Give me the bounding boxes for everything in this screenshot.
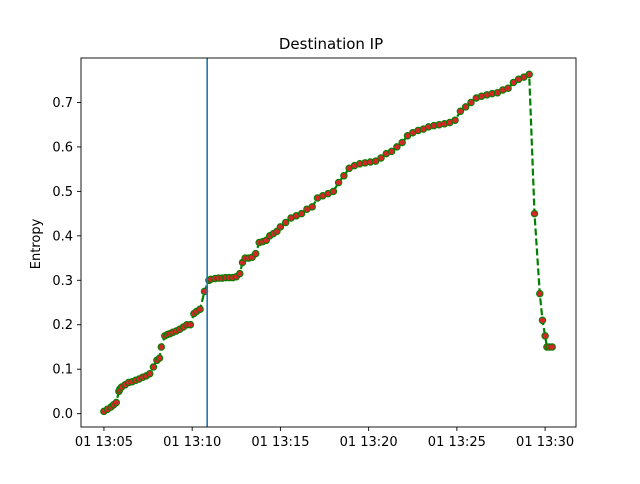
x-tick-label-1: 01 13:10 [163,435,221,450]
data-point-60 [308,203,316,211]
data-point-89 [461,103,470,111]
data-point-58 [297,209,306,218]
data-point-88 [456,107,465,116]
x-tick-label-3: 01 13:20 [340,435,398,450]
y-tick-label-3: 0.3 [52,274,73,289]
data-point-73 [377,154,385,162]
data-point-64 [329,187,338,196]
y-tick-label-6: 0.6 [52,140,73,155]
data-point-18 [155,354,164,362]
x-tick-label-4: 01 13:25 [428,435,486,450]
data-point-75 [387,147,396,156]
data-point-42 [236,269,244,278]
data-point-19 [157,343,166,351]
data-point-65 [334,178,343,187]
data-point-104 [538,316,547,325]
data-point-87 [451,116,459,124]
y-tick-label-4: 0.4 [52,229,73,244]
axes-frame [80,57,577,428]
data-point-4 [112,398,121,407]
data-point-105 [541,332,549,340]
plot-area: 0.0 0.1 0.2 0.3 0.4 0.5 0.6 0.7 01 13:05 01 13:10… [52,57,577,450]
chart-title: Destination IP [279,35,383,53]
data-point-102 [530,209,539,218]
data-point-97 [504,84,512,92]
data-point-28 [186,320,195,329]
data-point-47 [251,249,260,258]
data-point-15 [146,369,154,378]
data-point-108 [548,343,556,351]
data-point-98 [509,78,518,87]
x-tick-label-5: 01 13:30 [516,435,574,450]
x-tick-label-0: 01 13:05 [75,435,133,450]
data-point-66 [340,172,348,180]
y-tick-label-7: 0.7 [52,96,73,111]
data-point-103 [536,289,544,298]
x-tick-label-2: 01 13:15 [251,435,309,450]
y-tick-label-5: 0.5 [52,185,73,200]
y-tick-label-1: 0.1 [52,363,73,378]
data-point-77 [398,138,406,147]
data-point-54 [276,223,285,231]
data-point-31 [196,305,204,313]
y-tick-label-2: 0.2 [52,318,73,333]
data-point-16 [149,363,158,371]
data-point-90 [467,98,475,107]
data-point-76 [393,143,401,151]
y-tick-label-0: 0.0 [52,407,73,422]
data-point-101 [525,70,533,79]
y-axis-label: Entropy [29,218,44,269]
data-point-55 [281,218,290,227]
